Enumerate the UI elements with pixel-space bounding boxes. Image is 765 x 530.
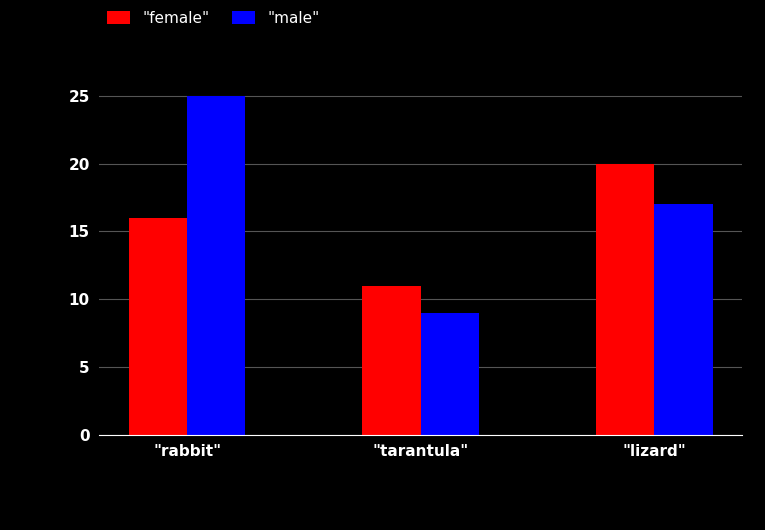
Bar (654, 205, 713, 435)
Bar (421, 313, 479, 435)
Bar (187, 96, 246, 435)
Bar (363, 286, 421, 435)
Bar (596, 164, 654, 435)
Legend: "female", "male": "female", "male" (107, 11, 320, 26)
Bar (129, 218, 187, 435)
